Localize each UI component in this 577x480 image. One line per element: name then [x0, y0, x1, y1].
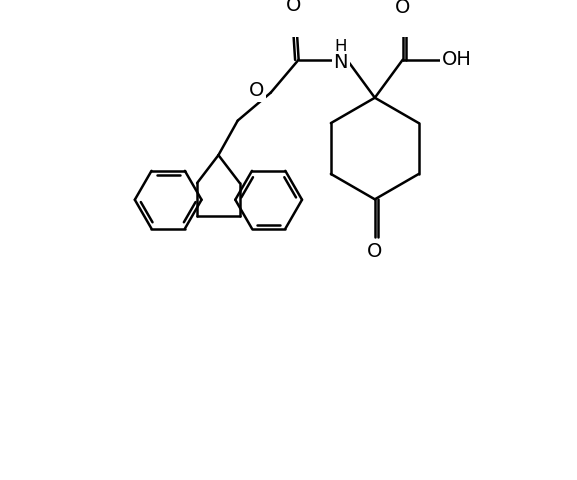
- Text: OH: OH: [442, 50, 472, 69]
- Text: O: O: [249, 81, 264, 100]
- Text: N: N: [334, 53, 348, 72]
- Text: H: H: [335, 38, 347, 56]
- Text: O: O: [367, 242, 383, 261]
- Text: O: O: [395, 0, 410, 17]
- Text: O: O: [286, 0, 301, 15]
